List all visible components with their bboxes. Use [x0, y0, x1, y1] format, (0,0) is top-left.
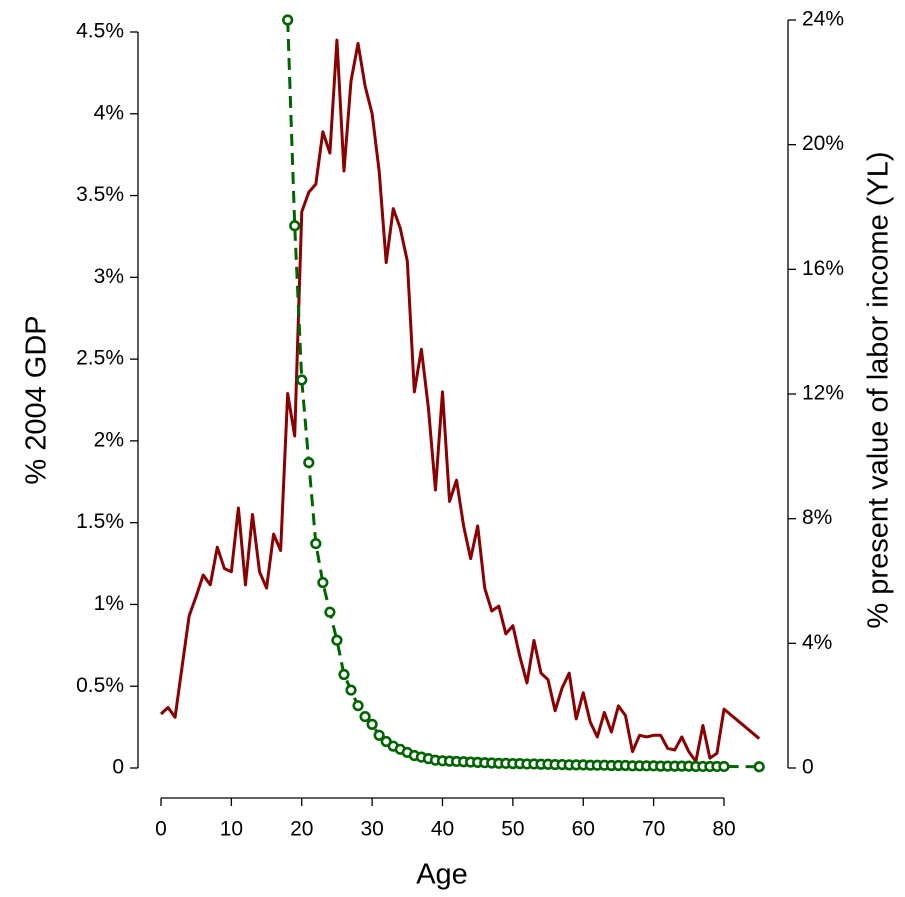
y-tick-label: 0.5% [76, 674, 124, 697]
y-tick-label: 2% [94, 428, 124, 451]
series-marker [753, 761, 765, 773]
x-tick-label: 50 [501, 818, 524, 841]
y2-axis-label: % present value of labor income (YL) [863, 151, 895, 628]
y-tick-label: 1.5% [76, 510, 124, 533]
series-marker [324, 606, 336, 618]
x-tick-label: 70 [642, 818, 665, 841]
y2-tick-label: 4% [802, 631, 832, 654]
y2-tick-label: 20% [802, 132, 844, 155]
y-tick-label: 3% [94, 265, 124, 288]
series-marker [303, 456, 315, 469]
series-marker [373, 729, 385, 741]
x-tick-label: 0 [155, 818, 167, 841]
y2-tick-label: 24% [802, 8, 844, 31]
series-marker [359, 710, 371, 723]
series-marker [282, 14, 294, 26]
y2-tick-label: 8% [802, 506, 832, 529]
x-tick-label: 40 [431, 818, 454, 841]
x-tick-label: 10 [220, 818, 243, 841]
series-marker [338, 668, 350, 681]
y-tick-label: 2.5% [76, 347, 124, 370]
series-marker [352, 700, 364, 712]
series-marker [331, 634, 343, 646]
series-marker [289, 220, 301, 232]
y2-tick-label: 16% [802, 257, 844, 280]
y2-tick-label: 12% [802, 382, 844, 405]
series-marker [310, 537, 322, 550]
y-axis-label: % 2004 GDP [21, 315, 53, 484]
y2-tick-label: 0 [802, 756, 814, 779]
x-tick-label: 20 [290, 818, 313, 841]
series-marker [366, 718, 378, 730]
x-tick-label: 60 [572, 818, 595, 841]
y-tick-label: 1% [94, 592, 124, 615]
x-tick-label: 30 [360, 818, 383, 841]
y-tick-label: 0 [112, 756, 124, 779]
y-tick-label: 3.5% [76, 183, 124, 206]
series-marker [296, 374, 308, 386]
y-tick-label: 4% [94, 101, 124, 124]
series-line [286, 19, 760, 769]
series-marker [345, 684, 357, 696]
x-axis-label: Age [416, 859, 468, 891]
series-line [159, 38, 761, 763]
y-tick-label: 4.5% [76, 20, 124, 43]
series-marker [317, 576, 329, 589]
x-tick-label: 80 [712, 818, 735, 841]
series-marker [718, 760, 730, 773]
